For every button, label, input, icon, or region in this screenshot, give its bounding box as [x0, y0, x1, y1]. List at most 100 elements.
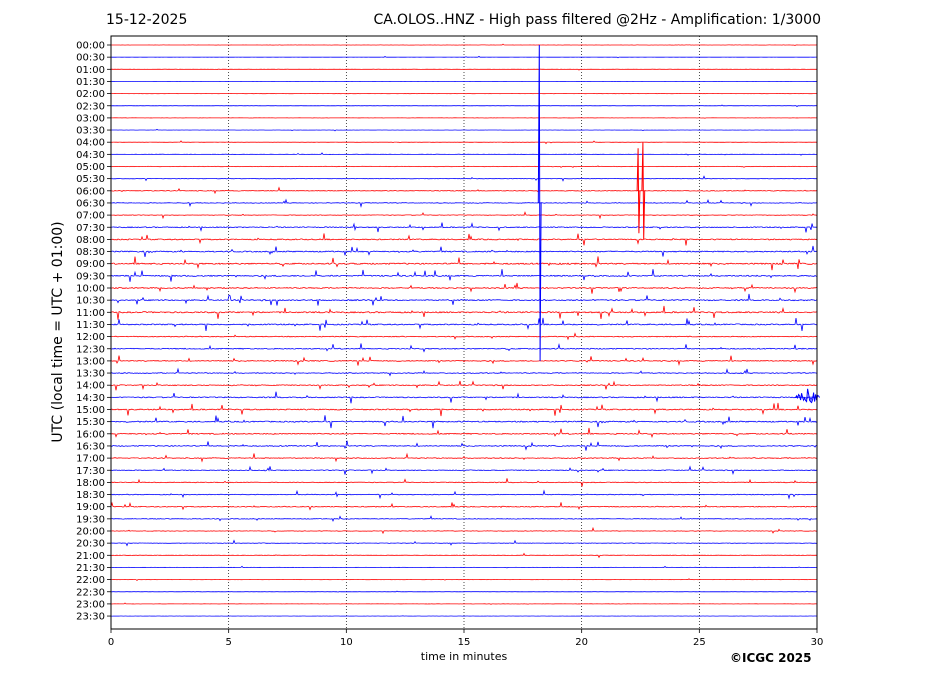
- trace-row: [111, 578, 817, 582]
- row-time-label: 19:30: [76, 514, 105, 525]
- row-time-label: 18:30: [76, 490, 105, 501]
- trace-row: [111, 526, 818, 535]
- y-axis-label: UTC (local time = UTC + 01:00): [50, 221, 66, 442]
- row-time-label: 23:00: [76, 599, 105, 610]
- event-burst: [795, 388, 821, 404]
- trace-row: [111, 198, 818, 208]
- row-time-label: 04:00: [76, 138, 105, 149]
- trace-row: [110, 245, 818, 257]
- x-tick-label: 5: [225, 637, 231, 648]
- trace-row: [110, 222, 818, 233]
- row-time-label: 12:00: [76, 332, 105, 343]
- trace-row: [111, 332, 818, 341]
- row-time-label: 13:30: [76, 369, 105, 380]
- copyright-label: ©ICGC 2025: [730, 651, 812, 665]
- trace-row: [111, 427, 818, 439]
- row-time-label: 23:30: [76, 612, 105, 623]
- trace-row: [110, 380, 818, 391]
- x-tick-label: 20: [575, 637, 588, 648]
- trace-row: [111, 43, 818, 46]
- row-time-label: 11:00: [76, 308, 105, 319]
- row-time-label: 00:30: [76, 53, 105, 64]
- trace-row: [111, 104, 818, 108]
- row-time-label: 12:30: [76, 344, 105, 355]
- trace-row: [111, 355, 818, 366]
- row-time-label: 02:00: [76, 89, 105, 100]
- trace-row: [110, 489, 817, 500]
- trace-row: [110, 440, 818, 451]
- row-time-label: 11:30: [76, 320, 105, 331]
- row-time-label: 05:00: [76, 162, 105, 173]
- trace-row: [110, 305, 818, 320]
- trace-row: [110, 515, 818, 522]
- row-time-label: 17:30: [76, 466, 105, 477]
- row-time-label: 22:00: [76, 575, 105, 586]
- trace-row: [110, 343, 817, 353]
- row-time-label: 21:30: [76, 563, 105, 574]
- trace-row: [110, 186, 818, 195]
- row-time-label: 20:30: [76, 539, 105, 550]
- trace-row: [111, 565, 818, 569]
- x-tick-label: 0: [108, 637, 114, 648]
- x-axis-label: time in minutes: [421, 650, 508, 663]
- row-time-label: 16:00: [76, 429, 105, 440]
- trace-row: [110, 501, 818, 511]
- seismic-traces: [110, 43, 818, 617]
- row-time-label: 07:00: [76, 211, 105, 222]
- x-tick-label: 15: [458, 637, 471, 648]
- row-time-label: 03:30: [76, 126, 105, 137]
- row-time-label: 01:30: [76, 77, 105, 88]
- trace-row: [111, 317, 818, 332]
- x-tick-label: 30: [811, 637, 824, 648]
- trace-row: [110, 478, 818, 487]
- trace-row: [110, 539, 817, 547]
- trace-row: [110, 175, 818, 182]
- x-axis-ticks: 0 5 10 15 20 25 30: [108, 629, 824, 648]
- row-time-label: 13:00: [76, 356, 105, 367]
- trace-row: [110, 68, 817, 71]
- row-time-label: 05:30: [76, 174, 105, 185]
- trace-row: [110, 602, 817, 605]
- row-time-label: 16:30: [76, 441, 105, 452]
- trace-row: [110, 293, 818, 306]
- trace-row: [111, 465, 818, 475]
- trace-row: [111, 391, 818, 404]
- row-time-label: 15:30: [76, 417, 105, 428]
- trace-row: [110, 165, 818, 168]
- event-spike: [641, 142, 646, 240]
- row-time-label: 06:30: [76, 198, 105, 209]
- trace-row: [110, 402, 817, 417]
- event-spike: [636, 148, 641, 234]
- trace-row: [110, 415, 818, 429]
- row-time-label: 22:30: [76, 587, 105, 598]
- row-time-label: 02:30: [76, 101, 105, 112]
- row-time-label: 10:00: [76, 284, 105, 295]
- trace-row: [110, 128, 817, 132]
- row-time-label: 01:00: [76, 65, 105, 76]
- row-time-label: 21:00: [76, 551, 105, 562]
- trace-row: [111, 452, 818, 463]
- event-spike: [537, 44, 542, 361]
- trace-row: [111, 233, 818, 246]
- row-time-label: 20:00: [76, 527, 105, 538]
- row-time-label: 04:30: [76, 150, 105, 161]
- trace-row: [111, 211, 817, 220]
- row-time-label: 09:30: [76, 271, 105, 282]
- row-time-label: 10:30: [76, 296, 105, 307]
- trace-row: [110, 152, 818, 156]
- x-tick-label: 25: [693, 637, 706, 648]
- seismic-events: [537, 44, 821, 404]
- trace-row: [110, 367, 818, 377]
- trace-row: [110, 552, 818, 559]
- trace-row: [110, 140, 818, 145]
- row-time-label: 03:00: [76, 113, 105, 124]
- row-time-label: 18:00: [76, 478, 105, 489]
- row-time-label: 06:00: [76, 186, 105, 197]
- trace-row: [110, 55, 817, 59]
- row-time-label: 00:00: [76, 41, 105, 52]
- chart-title: CA.OLOS..HNZ - High pass filtered @2Hz -…: [373, 12, 821, 28]
- row-time-label: 08:00: [76, 235, 105, 246]
- row-time-label: 14:30: [76, 393, 105, 404]
